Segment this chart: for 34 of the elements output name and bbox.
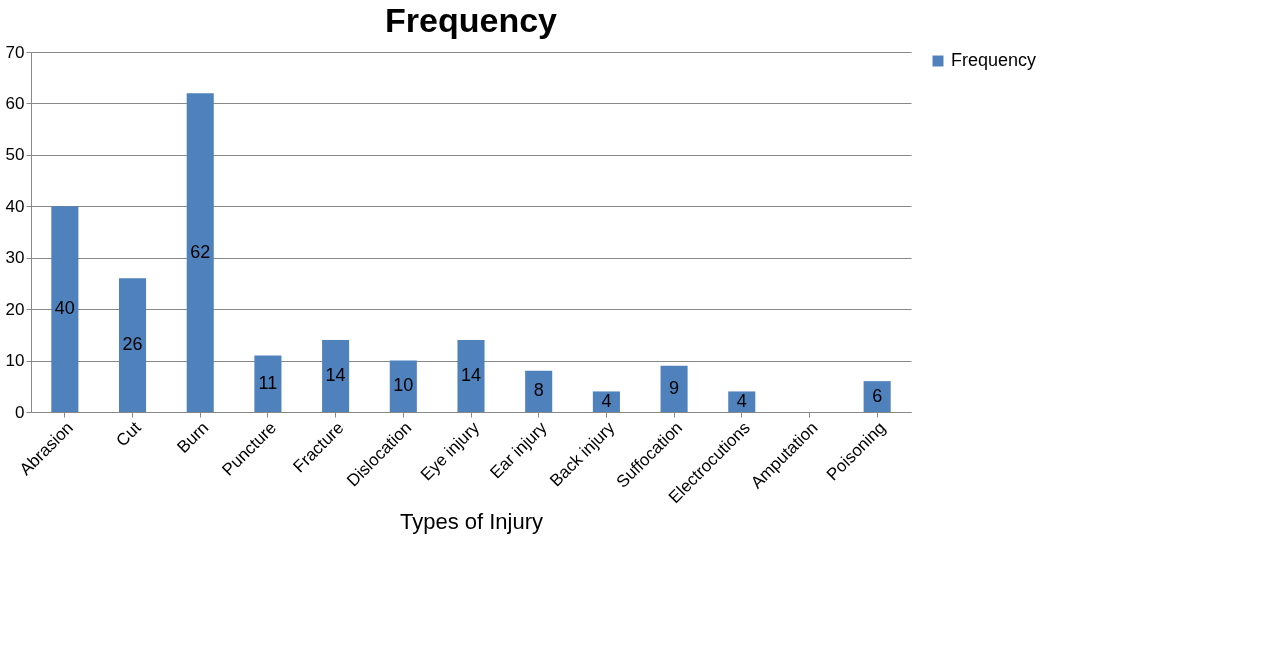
text: 14: [460, 365, 482, 385]
x-axis-title: Types of Injury: [399, 509, 544, 535]
legend-label: Frequency: [951, 50, 1037, 70]
bar: [863, 381, 891, 412]
x-tick-label: Cut: [112, 417, 145, 451]
text: 10: [393, 375, 414, 396]
y-tick-label: 10: [5, 351, 25, 371]
chart-title: Frequency: [385, 1, 558, 39]
text: 40: [54, 298, 75, 319]
bar: [525, 370, 553, 412]
text: 9: [669, 377, 680, 398]
bar: [728, 391, 756, 412]
text: 26: [122, 334, 143, 355]
y-tick-label: 20: [5, 299, 25, 319]
y-tick-label: 50: [5, 145, 25, 165]
y-tick-label: 60: [5, 93, 25, 113]
text: 6: [872, 385, 883, 406]
text: 11: [258, 372, 278, 393]
text: 14: [325, 365, 346, 385]
text: 4: [736, 390, 747, 411]
bar: [186, 93, 214, 412]
y-tick-label: 0: [15, 402, 25, 422]
bar: [457, 340, 485, 412]
bar: [254, 355, 282, 412]
bar: [660, 365, 688, 412]
bar: [119, 278, 147, 412]
y-tick-label: 30: [5, 248, 25, 268]
text: 4: [601, 390, 612, 411]
y-tick-label: 40: [5, 196, 25, 216]
y-tick-label: 70: [5, 42, 25, 62]
bar: [51, 206, 79, 412]
text: 8: [533, 380, 544, 401]
bar: [322, 340, 350, 412]
text: 62: [190, 241, 211, 262]
